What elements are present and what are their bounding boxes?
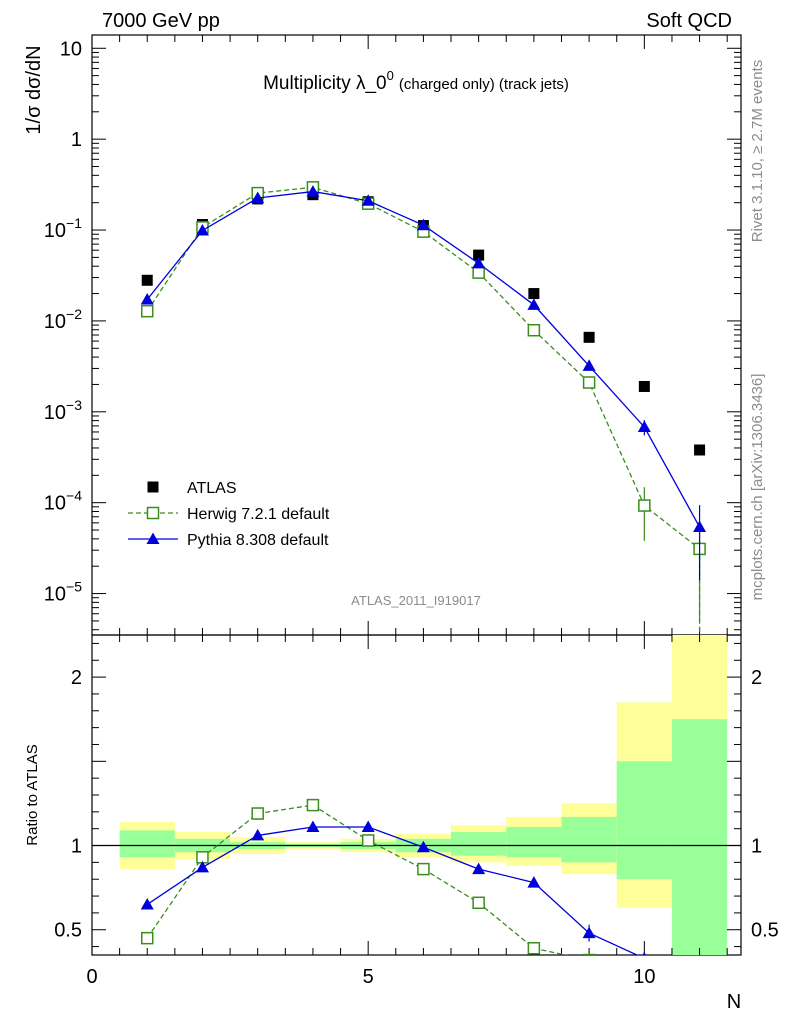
herwig-7-2-1-default-ratio-point [306, 798, 320, 812]
herwig-7-2-1-default-point [140, 304, 154, 318]
atlas-point [141, 274, 153, 286]
x-tick-label: 5 [363, 966, 374, 988]
atlas-point [473, 249, 485, 261]
herwig-7-2-1-default-ratio-point [639, 1000, 650, 1011]
ratio-band-green [671, 719, 728, 955]
pythia-8-308-default-point [693, 520, 707, 533]
main-y-tick-label: 10 [60, 38, 82, 60]
herwig-7-2-1-default-line [146, 186, 701, 635]
herwig-7-2-1-default-ratio-point [140, 931, 154, 945]
data-series [140, 181, 707, 1011]
atlas-point [528, 288, 540, 300]
main-y-tick-label: 10−1 [44, 215, 82, 242]
herwig-7-2-1-default-ratio-point [527, 942, 541, 955]
ratio-y-axis-label: Ratio to ATLAS [24, 744, 41, 845]
ratio-band-green [616, 761, 672, 880]
pythia-8-308-default-ratio-point [251, 828, 265, 841]
legend-marker [146, 506, 160, 520]
pythia-8-308-default-point [582, 359, 596, 371]
pythia-8-308-default-ratio-point [416, 840, 430, 853]
ratio-band-green [119, 830, 175, 858]
atlas-point [638, 380, 650, 392]
legend-label: Pythia 8.308 default [187, 532, 329, 549]
herwig-7-2-1-default-ratio-point [472, 896, 485, 910]
pythia-8-308-default-point [637, 420, 651, 433]
ratio-y-tick-label-left: 1 [71, 836, 82, 858]
herwig-7-2-1-default-point [638, 499, 651, 512]
pythia-8-308-default-ratio-point [361, 820, 375, 832]
herwig-7-2-1-default-ratio-point [251, 807, 264, 820]
herwig-7-2-1-default-ratio-point [582, 953, 596, 955]
ratio-band-green [561, 816, 617, 863]
analysis-watermark: ATLAS_2011_I919017 [351, 593, 481, 608]
ratio-panel-series [140, 798, 706, 1011]
pythia-8-308-default-point [527, 298, 541, 310]
pythia-8-308-default-ratio-point [642, 951, 647, 955]
x-tick-label: 10 [633, 966, 655, 988]
herwig-7-2-1-default-point [472, 266, 485, 279]
main-y-tick-label: 10−2 [44, 306, 82, 333]
main-panel-series [140, 181, 707, 635]
legend-marker [147, 481, 159, 493]
herwig-7-2-1-default-point [527, 323, 541, 337]
legend-label: Herwig 7.2.1 default [187, 506, 330, 523]
legend-label: ATLAS [187, 480, 237, 497]
pythia-8-308-default-point [416, 218, 430, 231]
x-tick-label: 0 [86, 966, 97, 988]
ratio-y-tick-label-right: 0.5 [751, 920, 779, 942]
pythia-8-308-default-ratio-point [195, 860, 209, 873]
ratio-y-tick-label-left: 0.5 [54, 920, 82, 942]
energy-label: 7000 GeV pp [102, 10, 220, 32]
pythia-8-308-default-ratio-point [527, 876, 541, 888]
legend-marker [146, 532, 160, 544]
ratio-uncertainty-bands [92, 635, 741, 955]
main-y-axis-label: 1/σ dσ/dN [23, 45, 45, 134]
pythia-8-308-default-point [251, 191, 265, 204]
pythia-8-308-default-point [472, 256, 486, 269]
pythia-8-308-default-point [195, 223, 209, 236]
main-y-tick-label: 1 [71, 129, 82, 151]
atlas-point [583, 331, 595, 343]
ratio-y-tick-label-right: 2 [751, 667, 762, 689]
pythia-8-308-default-point [140, 293, 154, 305]
herwig-7-2-1-default-point [582, 376, 596, 389]
herwig-7-2-1-default-ratio-point [417, 862, 430, 876]
main-y-tick-label: 10−3 [44, 397, 82, 424]
x-axis-label: N [727, 991, 741, 1013]
main-y-tick-label: 10−4 [44, 488, 82, 515]
legend: ATLAS Herwig 7.2.1 default Pythia 8.308 de… [128, 480, 330, 549]
pythia-8-308-default-ratio-point [582, 926, 596, 939]
pythia-8-308-default-ratio-point [140, 897, 154, 910]
pythia-8-308-default-point [361, 194, 375, 206]
plot-title: Multiplicity λ_00(charged only) (track j… [263, 68, 569, 94]
herwig-7-2-1-default-ratio-point [361, 834, 375, 847]
ratio-band-green [451, 832, 507, 856]
pythia-8-308-default-ratio-point [693, 984, 706, 996]
pythia-8-308-default-line [146, 190, 701, 528]
pythia-8-308-default-ratio-point [306, 820, 320, 832]
axis-ticks: 0 5 10 10 1 10−1 10−2 10−3 10−4 10−5 0.5 0.5 1 1 2 2 [44, 35, 779, 988]
herwig-7-2-1-default-ratio-point [694, 995, 705, 1006]
atlas-point [694, 444, 706, 456]
pythia-8-308-default-point [306, 185, 320, 197]
process-label: Soft QCD [646, 10, 732, 32]
ratio-y-tick-label-right: 1 [751, 836, 762, 858]
rivet-version-label: Rivet 3.1.10, ≥ 2.7M events [749, 60, 766, 243]
main-y-tick-label: 10−5 [44, 579, 82, 606]
ratio-band-green [506, 827, 562, 858]
pythia-8-308-default-ratio-point [472, 862, 486, 875]
ratio-y-tick-label-left: 2 [71, 667, 82, 689]
mcplots-reference-label: mcplots.cern.ch [arXiv:1306.3436] [749, 374, 766, 601]
